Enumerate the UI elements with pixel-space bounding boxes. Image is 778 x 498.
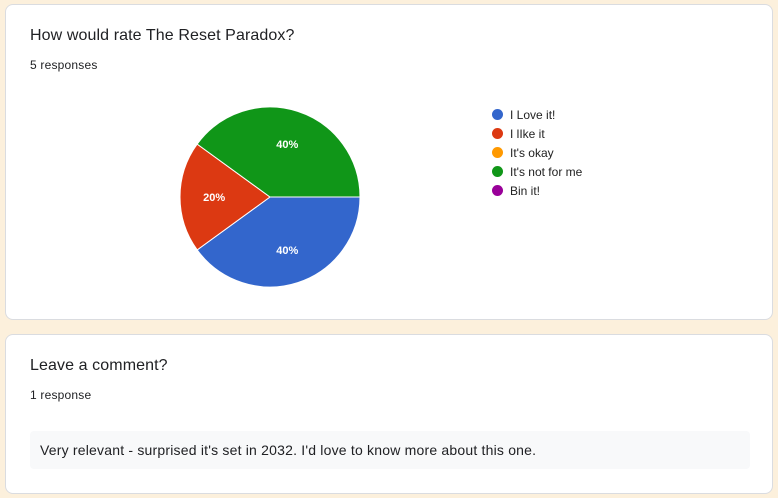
pie-slice [196,196,361,288]
pie-chart: 40% 20% 40% [179,106,361,288]
question-card-rating: How would rate The Reset Paradox? 5 resp… [5,4,773,320]
legend-label: I lIke it [510,126,545,141]
pie-slice [196,106,361,198]
chart-legend: I Love it! I lIke it It's okay It's not for… [492,105,582,200]
legend-item: It's okay [492,143,582,162]
legend-label: It's not for me [510,164,583,179]
question-title: Leave a comment? [30,357,168,374]
legend-item: It's not for me [492,162,582,181]
comment-response: Very relevant - surprised it's set in 20… [30,431,750,469]
legend-label: Bin it! [510,183,541,198]
response-count: 1 response [30,388,92,402]
response-count: 5 responses [30,58,98,72]
legend-item: I Love it! [492,105,582,124]
legend-item: Bin it! [492,181,582,200]
legend-swatch [492,185,503,196]
question-card-comment: Leave a comment? 1 response Very relevan… [5,334,773,494]
legend-swatch [492,109,503,120]
legend-swatch [492,147,503,158]
legend-label: It's okay [510,145,554,160]
slice-label: 40% [276,139,298,151]
slice-label: 20% [203,192,225,204]
legend-item: I lIke it [492,124,582,143]
slice-label: 40% [276,245,298,257]
pie-slice [179,143,271,251]
legend-label: I Love it! [510,107,556,122]
legend-swatch [492,166,503,177]
question-title: How would rate The Reset Paradox? [30,27,295,44]
legend-swatch [492,128,503,139]
